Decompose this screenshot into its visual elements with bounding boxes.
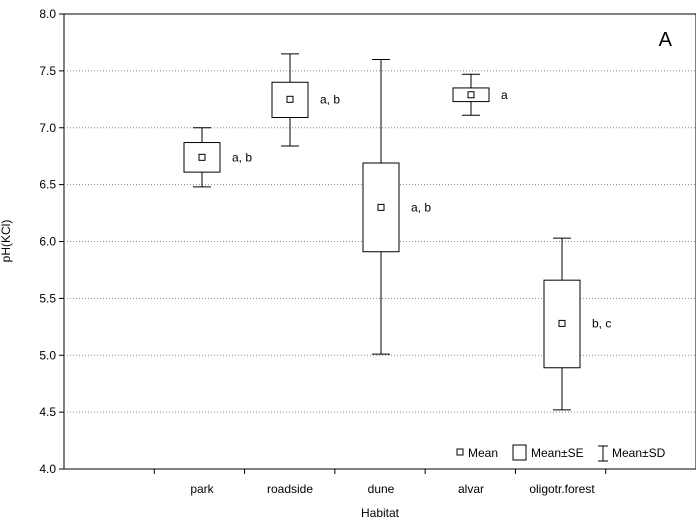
y-tick-label: 4.5 (39, 405, 56, 419)
y-tick-label: 8.0 (39, 7, 56, 21)
x-tick-label: dune (368, 482, 395, 496)
x-tick-label: alvar (458, 482, 484, 496)
legend-se-box-icon (512, 444, 527, 461)
x-tick-label: park (190, 482, 214, 496)
legend-mean-label: Mean (468, 446, 498, 460)
mean-marker (467, 91, 475, 99)
group-letters-label: a, b (320, 92, 340, 106)
group-letters-label: a, b (411, 200, 431, 214)
y-tick-label: 7.5 (39, 64, 56, 78)
group-letters-label: a (501, 88, 508, 102)
legend: Mean Mean±SE Mean±SD (456, 444, 666, 462)
mean-marker (286, 95, 294, 103)
y-tick-label: 7.0 (39, 121, 56, 135)
y-tick-label: 5.5 (39, 291, 56, 305)
legend-se-label: Mean±SE (531, 446, 584, 460)
legend-mean-marker-icon (456, 448, 464, 456)
box-alvar: a (452, 73, 508, 116)
group-letters-label: a, b (232, 150, 252, 164)
x-tick-label: oligotr.forest (529, 482, 595, 496)
y-axis-title: pH(KCl) (0, 220, 13, 263)
box-dune: a, b (362, 59, 431, 355)
legend-sd-label: Mean±SD (612, 446, 666, 460)
axes: 4.0 4.5 5.0 5.5 6.0 6.5 7.0 7.5 8.0 park roadside d… (39, 7, 607, 496)
x-tick-label: roadside (267, 482, 313, 496)
y-tick-label: 4.0 (39, 462, 56, 476)
group-letters-label: b, c (592, 316, 611, 330)
series: a, b a, b a, b a b, c (183, 53, 611, 411)
y-tick-label: 6.5 (39, 178, 56, 192)
legend-sd-whisker-icon (598, 445, 608, 462)
box-roadside: a, b (271, 53, 340, 147)
y-tick-label: 5.0 (39, 348, 56, 362)
mean-marker (377, 203, 385, 211)
box-oligotr-forest: b, c (543, 237, 611, 411)
x-axis-title: Habitat (361, 506, 400, 520)
y-tick-label: 6.0 (39, 235, 56, 249)
panel-label: A (659, 29, 673, 51)
mean-marker (558, 319, 566, 327)
box-park: a, b (183, 127, 252, 188)
mean-marker (198, 153, 206, 161)
